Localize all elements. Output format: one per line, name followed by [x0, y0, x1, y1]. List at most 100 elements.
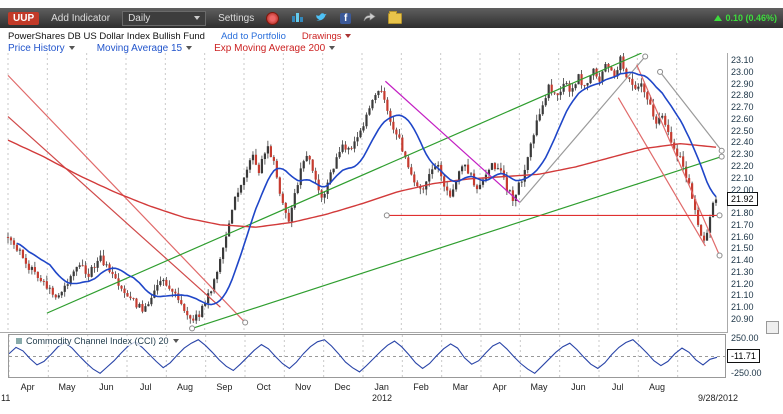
- price-axis-label: 22.00: [731, 184, 754, 195]
- cci-axis-max-label: 250.00: [731, 333, 759, 343]
- month-label: Nov: [294, 382, 311, 392]
- ema200-line: [7, 139, 717, 228]
- cci-current-badge: -11.71: [727, 349, 760, 363]
- drawing-handle: [189, 325, 196, 332]
- price-axis-label: 22.50: [731, 125, 754, 136]
- month-label: Jan: [374, 382, 389, 392]
- price-history-dropdown[interactable]: Price History: [8, 43, 75, 54]
- price-axis-label: 21.30: [731, 266, 754, 277]
- add-to-portfolio-link[interactable]: Add to Portfolio: [220, 30, 286, 42]
- cci-panel[interactable]: Commodity Channel Index (CCI) 20: [8, 334, 726, 378]
- price-axis-label: 23.00: [731, 66, 754, 77]
- month-label: Mar: [452, 382, 469, 392]
- arrow-up-icon: [714, 15, 723, 21]
- month-label: Jun: [99, 382, 114, 392]
- price-axis-label: 22.80: [731, 90, 754, 101]
- price-axis: 21.92 250.00 -11.71 -250.00 23.10 23.00 22…: [727, 0, 783, 414]
- price-axis-label: 21.70: [731, 219, 754, 230]
- drawings-dropdown[interactable]: Drawings: [302, 31, 351, 42]
- month-label: Jun: [571, 382, 586, 392]
- chevron-down-icon: [186, 46, 193, 50]
- toolbar: UUP Add Indicator Daily Settings f 0.10 …: [0, 8, 783, 28]
- month-label: Apr: [492, 382, 507, 392]
- cci-label: Commodity Channel Index (CCI) 20: [26, 336, 169, 346]
- month-label: Aug: [176, 382, 193, 392]
- period-value: Daily: [128, 12, 151, 24]
- price-history-label: Price History: [8, 42, 65, 54]
- cci-axis-min-label: -250.00: [731, 368, 762, 378]
- price-axis-label: 20.90: [731, 314, 754, 324]
- drawing-handle: [718, 153, 725, 160]
- chevron-down-icon: [194, 16, 201, 20]
- price-axis-label: 22.60: [731, 113, 754, 124]
- drawing-handle: [642, 53, 649, 60]
- price-axis-label: 21.40: [731, 255, 754, 266]
- cci-line: [9, 339, 718, 374]
- trendline-sep-downtrend-inner: [617, 97, 706, 247]
- year-label-2012: 2012: [371, 393, 393, 403]
- price-axis-label: 22.40: [731, 137, 754, 148]
- price-change-indicator: 0.10 (0.46%): [714, 8, 777, 28]
- current-price-badge: 21.92: [727, 192, 758, 206]
- moving-average-dropdown[interactable]: Moving Average 15: [97, 43, 193, 54]
- drawings-label: Drawings: [301, 30, 342, 42]
- change-text: 0.10 (0.46%): [725, 13, 777, 23]
- last-date-label: 9/28/2012: [697, 393, 738, 403]
- trendline-downtrend-lower-left: [7, 116, 221, 308]
- symbol-badge[interactable]: UUP: [8, 11, 40, 25]
- ma15-line: [16, 71, 717, 306]
- price-chart-svg[interactable]: [0, 53, 727, 332]
- year-label-2011: 11: [1, 393, 11, 403]
- month-label: Jul: [611, 382, 624, 392]
- month-label: Sep: [216, 382, 233, 392]
- period-dropdown[interactable]: Daily: [122, 10, 207, 26]
- chevron-down-icon: [329, 46, 336, 50]
- settings-button[interactable]: Settings: [218, 12, 255, 24]
- folder-icon[interactable]: [388, 10, 403, 24]
- month-label: Aug: [648, 382, 665, 392]
- price-axis-label: 22.90: [731, 78, 754, 89]
- price-axis-label: 22.70: [731, 102, 754, 113]
- drawing-handle: [718, 147, 725, 154]
- trendline-sep-downtrend-outer: [636, 64, 721, 256]
- drawing-handle: [716, 252, 723, 259]
- price-axis-label: 21.00: [731, 302, 754, 313]
- trendline-uptrend-channel-lower: [191, 156, 722, 329]
- chevron-down-icon: [344, 34, 351, 38]
- cci-indicator-dropdown[interactable]: Commodity Channel Index (CCI) 20: [14, 336, 181, 346]
- month-label: May: [58, 382, 76, 392]
- twitter-icon[interactable]: [315, 11, 328, 26]
- indicator-icon: [16, 338, 22, 344]
- price-axis-label: 21.80: [731, 208, 754, 219]
- month-label: Feb: [413, 382, 429, 392]
- share-icon[interactable]: [363, 11, 376, 25]
- add-indicator-button[interactable]: Add Indicator: [51, 12, 111, 24]
- price-axis-label: 23.10: [731, 55, 754, 66]
- scroll-corner-handle[interactable]: [766, 321, 779, 334]
- bar-chart-icon[interactable]: [291, 11, 304, 26]
- facebook-icon[interactable]: f: [340, 12, 352, 24]
- drawing-handle: [383, 212, 390, 219]
- exp-moving-average-label: Exp Moving Average 200: [214, 42, 326, 54]
- chevron-down-icon: [172, 339, 179, 343]
- price-axis-label: 22.10: [731, 172, 754, 183]
- drawing-handle: [242, 319, 249, 326]
- exp-moving-average-dropdown[interactable]: Exp Moving Average 200: [214, 42, 336, 54]
- record-icon[interactable]: [266, 11, 280, 25]
- trendline-aug-sep-gray-downtrend: [659, 71, 723, 152]
- month-label: Apr: [20, 382, 35, 392]
- price-axis-label: 22.30: [731, 149, 754, 160]
- month-label: May: [530, 382, 548, 392]
- price-axis-label: 21.20: [731, 278, 754, 289]
- trendline-uptrend-channel-upper: [46, 53, 642, 314]
- trendline-jan-may-downtrend: [384, 80, 521, 203]
- chevron-down-icon: [68, 46, 75, 50]
- price-axis-label: 22.20: [731, 160, 754, 171]
- month-label: Jul: [139, 382, 152, 392]
- price-axis-label: 21.50: [731, 243, 754, 254]
- price-axis-label: 21.60: [731, 231, 754, 242]
- price-chart-area[interactable]: [0, 53, 728, 333]
- header-row: PowerShares DB US Dollar Index Bullish F…: [8, 30, 351, 42]
- trendline-may-jul-uptrend: [519, 56, 646, 203]
